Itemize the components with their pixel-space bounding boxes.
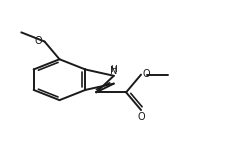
Text: N: N (110, 66, 118, 76)
Text: O: O (143, 69, 150, 79)
Text: O: O (35, 36, 43, 46)
Text: H: H (110, 65, 117, 74)
Text: O: O (138, 112, 145, 122)
